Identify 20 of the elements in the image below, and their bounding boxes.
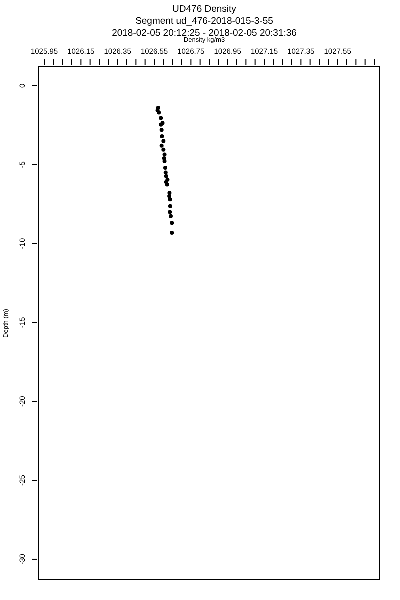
point	[162, 139, 166, 144]
point	[164, 174, 168, 178]
point	[168, 198, 172, 202]
point	[168, 204, 172, 208]
point	[169, 214, 173, 218]
point	[164, 170, 168, 175]
point	[160, 134, 164, 138]
point	[165, 182, 170, 187]
point	[162, 148, 166, 152]
point	[164, 166, 168, 170]
point	[170, 221, 174, 226]
point	[162, 160, 167, 164]
point	[168, 191, 172, 196]
point	[160, 144, 164, 148]
point	[159, 116, 164, 120]
point	[162, 152, 167, 157]
point	[170, 231, 174, 236]
chart-title: UD476 Density	[172, 4, 237, 15]
point	[160, 128, 164, 132]
point	[168, 210, 172, 214]
